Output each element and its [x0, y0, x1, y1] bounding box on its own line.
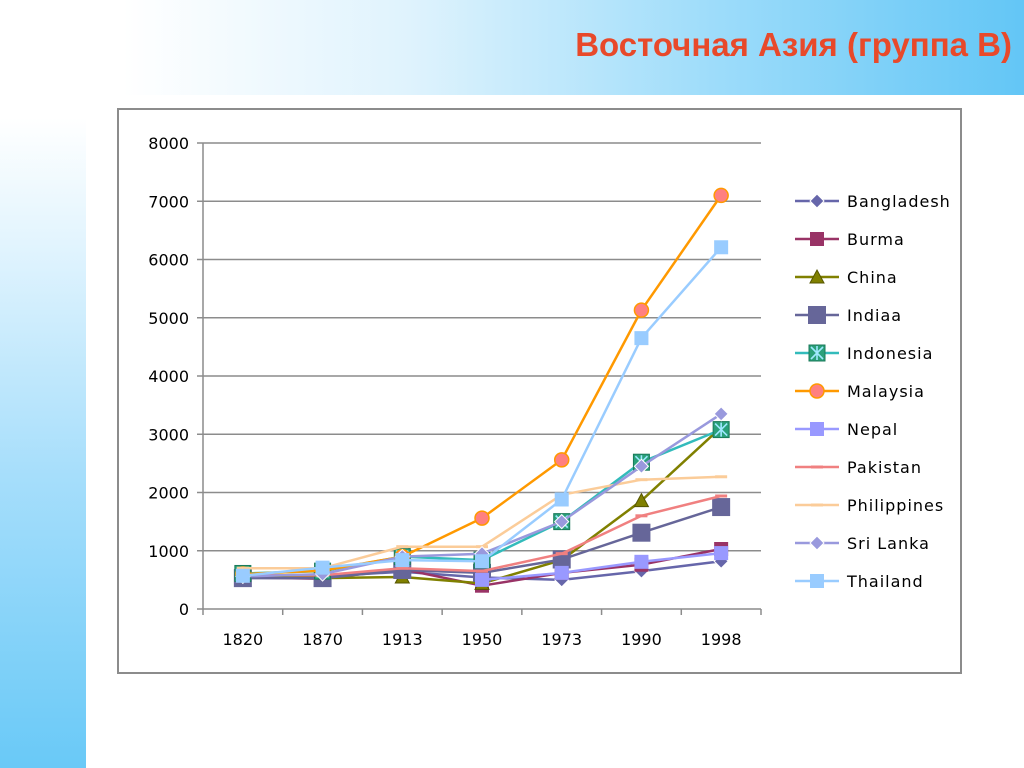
data-point-indiaa — [632, 523, 651, 542]
legend-label: China — [847, 268, 898, 287]
y-tick-label: 7000 — [148, 192, 189, 211]
y-tick-label: 8000 — [148, 134, 189, 153]
data-point-pakistan — [715, 494, 728, 498]
legend-marker — [810, 574, 824, 588]
legend-label: Sri Lanka — [847, 534, 930, 553]
data-point-thailand — [475, 554, 489, 569]
legend-label: Burma — [847, 230, 905, 249]
data-point-thailand — [634, 331, 649, 346]
data-point-sri-lanka — [633, 458, 650, 474]
data-point-philippines — [236, 566, 249, 570]
legend-marker — [811, 503, 823, 507]
data-point-nepal — [634, 554, 649, 569]
data-point-thailand — [315, 560, 330, 575]
data-point-malaysia — [713, 187, 729, 204]
y-tick-label: 2000 — [148, 484, 189, 503]
data-point-thailand — [395, 553, 410, 568]
data-point-malaysia — [553, 452, 570, 468]
legend-marker — [810, 422, 824, 436]
data-point-thailand — [554, 492, 569, 507]
y-tick-label: 0 — [179, 600, 189, 619]
y-tick-label: 1000 — [148, 542, 189, 561]
legend-marker — [809, 383, 825, 399]
y-tick-label: 5000 — [148, 309, 189, 328]
data-point-philippines — [635, 478, 648, 482]
header-band — [0, 0, 1024, 95]
data-point-pakistan — [555, 552, 568, 556]
legend-label: Malaysia — [847, 382, 925, 401]
legend-label: Nepal — [847, 420, 898, 439]
data-point-indiaa — [712, 498, 731, 517]
data-point-sri-lanka — [554, 513, 570, 530]
legend-label: Philippines — [847, 496, 944, 515]
x-tick-label: 1820 — [222, 630, 263, 649]
data-point-china — [633, 492, 650, 508]
data-point-sri-lanka — [713, 406, 729, 422]
legend-label: Indonesia — [847, 344, 933, 363]
legend-marker — [810, 232, 824, 246]
data-point-pakistan — [396, 566, 409, 570]
legend-label: Pakistan — [847, 458, 922, 477]
x-tick-label: 1870 — [302, 630, 343, 649]
data-point-nepal — [714, 546, 729, 561]
legend-label: Bangladesh — [847, 192, 951, 211]
x-tick-label: 1950 — [462, 630, 503, 649]
data-point-thailand — [714, 240, 729, 255]
legend-label: Indiaa — [847, 306, 902, 325]
series-line-nepal — [481, 551, 722, 582]
y-tick-label: 4000 — [148, 367, 189, 386]
data-point-pakistan — [635, 514, 648, 518]
legend-marker — [809, 193, 825, 209]
x-tick-label: 1913 — [382, 630, 423, 649]
data-point-indonesia-cross — [714, 422, 728, 437]
legend-marker — [809, 268, 825, 284]
x-tick-label: 1973 — [541, 630, 582, 649]
data-point-philippines — [715, 475, 728, 479]
side-band — [0, 118, 86, 768]
legend-marker — [808, 306, 826, 324]
y-tick-label: 6000 — [148, 251, 189, 270]
chart-frame: 0 1000 2000 3000 4000 5000 6000 7000 8000 1820 187… — [117, 108, 962, 674]
data-point-nepal — [554, 565, 569, 580]
slide-title: Восточная Азия (группа B) — [575, 26, 1012, 63]
legend-marker — [811, 465, 823, 469]
legend-marker-cross — [810, 346, 824, 360]
legend-label: Thailand — [846, 572, 924, 591]
line-chart: 0 1000 2000 3000 4000 5000 6000 7000 8000 1820 187… — [148, 134, 951, 649]
legend-marker — [809, 535, 825, 551]
data-point-malaysia — [633, 302, 650, 318]
data-point-malaysia — [474, 510, 490, 526]
x-tick-label: 1998 — [701, 630, 742, 649]
y-tick-label: 3000 — [148, 425, 189, 444]
data-point-pakistan — [476, 569, 488, 573]
data-point-philippines — [396, 545, 409, 549]
x-tick-label: 1990 — [621, 630, 662, 649]
data-point-thailand — [235, 568, 250, 583]
data-point-nepal — [475, 572, 489, 587]
